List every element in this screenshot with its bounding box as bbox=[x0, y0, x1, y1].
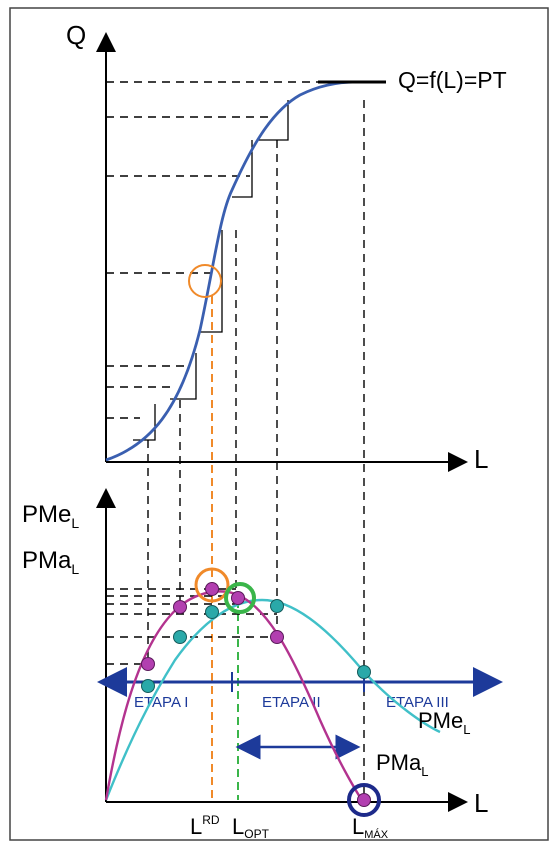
pma-point-2 bbox=[173, 600, 187, 614]
average-product-curve bbox=[104, 598, 441, 801]
pma-point-max bbox=[205, 582, 219, 596]
l-rd-label: LRD bbox=[190, 813, 220, 839]
top-x-axis-label: L bbox=[474, 444, 488, 474]
total-product-curve bbox=[105, 80, 357, 462]
y-axis-label-pme: PMeL bbox=[22, 501, 79, 531]
pma-point-1 bbox=[141, 657, 155, 671]
bottom-horizontal-guides bbox=[106, 588, 277, 665]
pme-point-max bbox=[270, 599, 284, 613]
pme-point-1 bbox=[141, 679, 155, 693]
l-opt-label: LOPT bbox=[232, 814, 270, 841]
top-chart: Q L Q=f(L)=PT bbox=[66, 20, 507, 474]
pme-point-2 bbox=[173, 630, 187, 644]
y-axis-label-pma: PMaL bbox=[22, 547, 79, 577]
bottom-x-axis-label: L bbox=[474, 788, 488, 818]
pma-point-zero bbox=[357, 793, 371, 807]
total-product-label: Q=f(L)=PT bbox=[398, 67, 507, 93]
l-rd-highlight-circle bbox=[194, 567, 230, 603]
vertical-guides bbox=[147, 100, 365, 800]
stage-1-label: ETAPA I bbox=[134, 694, 188, 711]
pme-point-3 bbox=[205, 605, 219, 619]
pma-point-4 bbox=[270, 630, 284, 644]
l-max-label: LMÁX bbox=[352, 814, 389, 841]
marginal-step-triangles bbox=[133, 100, 289, 441]
inflection-point-circle bbox=[188, 264, 222, 298]
l-max-highlight-circle bbox=[347, 783, 381, 817]
curve-label-pma: PMaL bbox=[376, 750, 428, 779]
bottom-chart: PMeL PMaL L ETAPA I ETAPA II ETAPA III P… bbox=[22, 488, 503, 841]
l-opt-highlight-circle bbox=[224, 582, 256, 614]
figure-border bbox=[9, 7, 549, 841]
top-horizontal-guides bbox=[106, 81, 318, 419]
pma-point-opt bbox=[231, 591, 245, 605]
pme-point-5 bbox=[357, 665, 371, 679]
curve-points bbox=[141, 582, 371, 807]
curve-label-pme: PMeL bbox=[418, 708, 470, 737]
stage-2-label: ETAPA II bbox=[262, 694, 321, 711]
top-y-axis-label: Q bbox=[66, 20, 86, 50]
